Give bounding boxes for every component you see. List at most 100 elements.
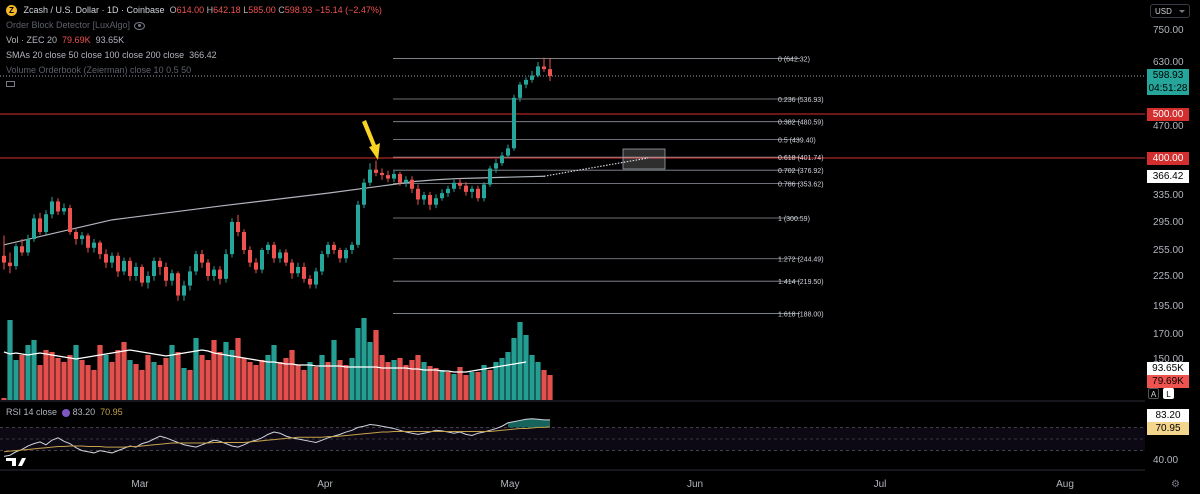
- x-tick-label: May: [501, 479, 520, 490]
- volume-bar: [217, 352, 223, 400]
- candle-body: [8, 262, 12, 267]
- x-tick-label: Mar: [131, 479, 149, 490]
- candle-body: [122, 260, 126, 272]
- candle-body: [38, 218, 42, 233]
- volume-bar: [445, 372, 451, 400]
- y-tick-label: 750.00: [1153, 25, 1184, 36]
- x-tick-label: Jul: [874, 479, 887, 490]
- volume-bar: [151, 362, 157, 400]
- candle-body: [128, 260, 132, 276]
- candle-body: [548, 69, 552, 76]
- volume-bar: [211, 340, 217, 400]
- candle-body: [470, 188, 474, 192]
- volume-bar: [91, 370, 97, 400]
- candle-body: [212, 269, 216, 276]
- eye-icon[interactable]: [134, 21, 146, 30]
- candle-body: [518, 84, 522, 98]
- candle-body: [266, 244, 270, 250]
- indicator-sma[interactable]: SMAs 20 close 50 close 100 close 200 clo…: [6, 50, 217, 60]
- volume-bar: [19, 355, 25, 400]
- sma-line: [3, 175, 545, 246]
- rsi-ma-line: [3, 426, 551, 453]
- candle-body: [416, 188, 420, 200]
- x-tick-label: Aug: [1056, 479, 1074, 490]
- volume-bar: [517, 322, 523, 400]
- log-scale-button[interactable]: L: [1163, 388, 1174, 399]
- candle-body: [428, 195, 432, 205]
- volume-bar: [295, 365, 301, 400]
- volume-bar: [307, 362, 313, 400]
- candle-body: [230, 222, 234, 255]
- projection-box: [622, 148, 666, 170]
- volume-bar: [121, 342, 127, 400]
- y-tick-label: 225.00: [1153, 271, 1184, 282]
- y-tick-label: 170.00: [1153, 329, 1184, 340]
- candle-body: [458, 182, 462, 186]
- volume-bar: [463, 375, 469, 400]
- volume-bar: [493, 362, 499, 400]
- currency-select[interactable]: USD: [1150, 4, 1190, 18]
- rsi-legend[interactable]: RSI 14 close 83.20 70.95: [6, 407, 123, 417]
- fib-level-label: 0.5 (439.40): [778, 137, 816, 144]
- volume-bar: [85, 365, 91, 400]
- rsi-eye-icon: [62, 408, 71, 417]
- countdown-tag: 04:51:28: [1147, 82, 1189, 95]
- candle-body: [26, 239, 30, 253]
- y-tick-label: 195.00: [1153, 301, 1184, 312]
- fib-level-label: 0 (642.32): [778, 56, 810, 63]
- volume-bar: [433, 368, 439, 400]
- volume-bar: [301, 370, 307, 400]
- volume-bar: [241, 358, 247, 400]
- candle-body: [188, 271, 192, 286]
- candle-body: [308, 278, 312, 285]
- indicator-volume[interactable]: Vol · ZEC 20 79.69K 93.65K: [6, 35, 125, 45]
- volume-bar: [163, 358, 169, 400]
- volume-bar: [253, 365, 259, 400]
- volume-bar: [499, 358, 505, 400]
- rsi-line: [3, 418, 550, 457]
- volume-bar: [337, 360, 343, 400]
- volume-bar: [109, 362, 115, 400]
- candle-body: [224, 254, 228, 279]
- candle-body: [110, 255, 114, 263]
- ohlc-values: O614.00 H642.18 L585.00 C598.93 −15.14 (…: [169, 5, 382, 15]
- candle-body: [158, 260, 162, 267]
- volume-bar: [175, 352, 181, 400]
- candle-body: [368, 169, 372, 183]
- candle-body: [62, 208, 66, 212]
- volume-bar: [43, 350, 49, 400]
- volume-bar: [61, 362, 67, 400]
- symbol-title[interactable]: Zcash / U.S. Dollar · 1D · Coinbase: [23, 5, 165, 15]
- volume-bar: [349, 358, 355, 400]
- volume-bar: [439, 370, 445, 400]
- volume-bar: [427, 366, 433, 400]
- candle-body: [104, 254, 108, 263]
- volume-bar: [385, 362, 391, 400]
- candle-body: [404, 179, 408, 183]
- volume-bar: [379, 355, 385, 400]
- volume-bar: [541, 370, 547, 400]
- candle-body: [278, 252, 282, 259]
- candle-body: [536, 66, 540, 76]
- volume-bar: [145, 355, 151, 400]
- volume-bar: [31, 340, 37, 400]
- volume-bar: [205, 360, 211, 400]
- y-tick-label: 255.00: [1153, 245, 1184, 256]
- indicator-order-block[interactable]: Order Block Detector [LuxAlgo]: [6, 20, 146, 30]
- candle-body: [542, 66, 546, 70]
- candle-body: [284, 252, 288, 263]
- candle-body: [410, 179, 414, 189]
- candle-body: [236, 222, 240, 233]
- volume-bar: [535, 362, 541, 400]
- indicator-volume-orderbook[interactable]: Volume Orderbook (Zeierman) close 10 0.5…: [6, 65, 192, 75]
- x-tick-label: Jun: [687, 479, 703, 490]
- collapse-legend-icon[interactable]: [6, 79, 15, 89]
- settings-gear-icon[interactable]: ⚙: [1171, 479, 1180, 490]
- candle-body: [2, 255, 6, 263]
- x-tick-label: Apr: [317, 479, 333, 490]
- candle-body: [260, 250, 264, 270]
- auto-scale-button[interactable]: A: [1148, 388, 1159, 399]
- candle-body: [464, 185, 468, 192]
